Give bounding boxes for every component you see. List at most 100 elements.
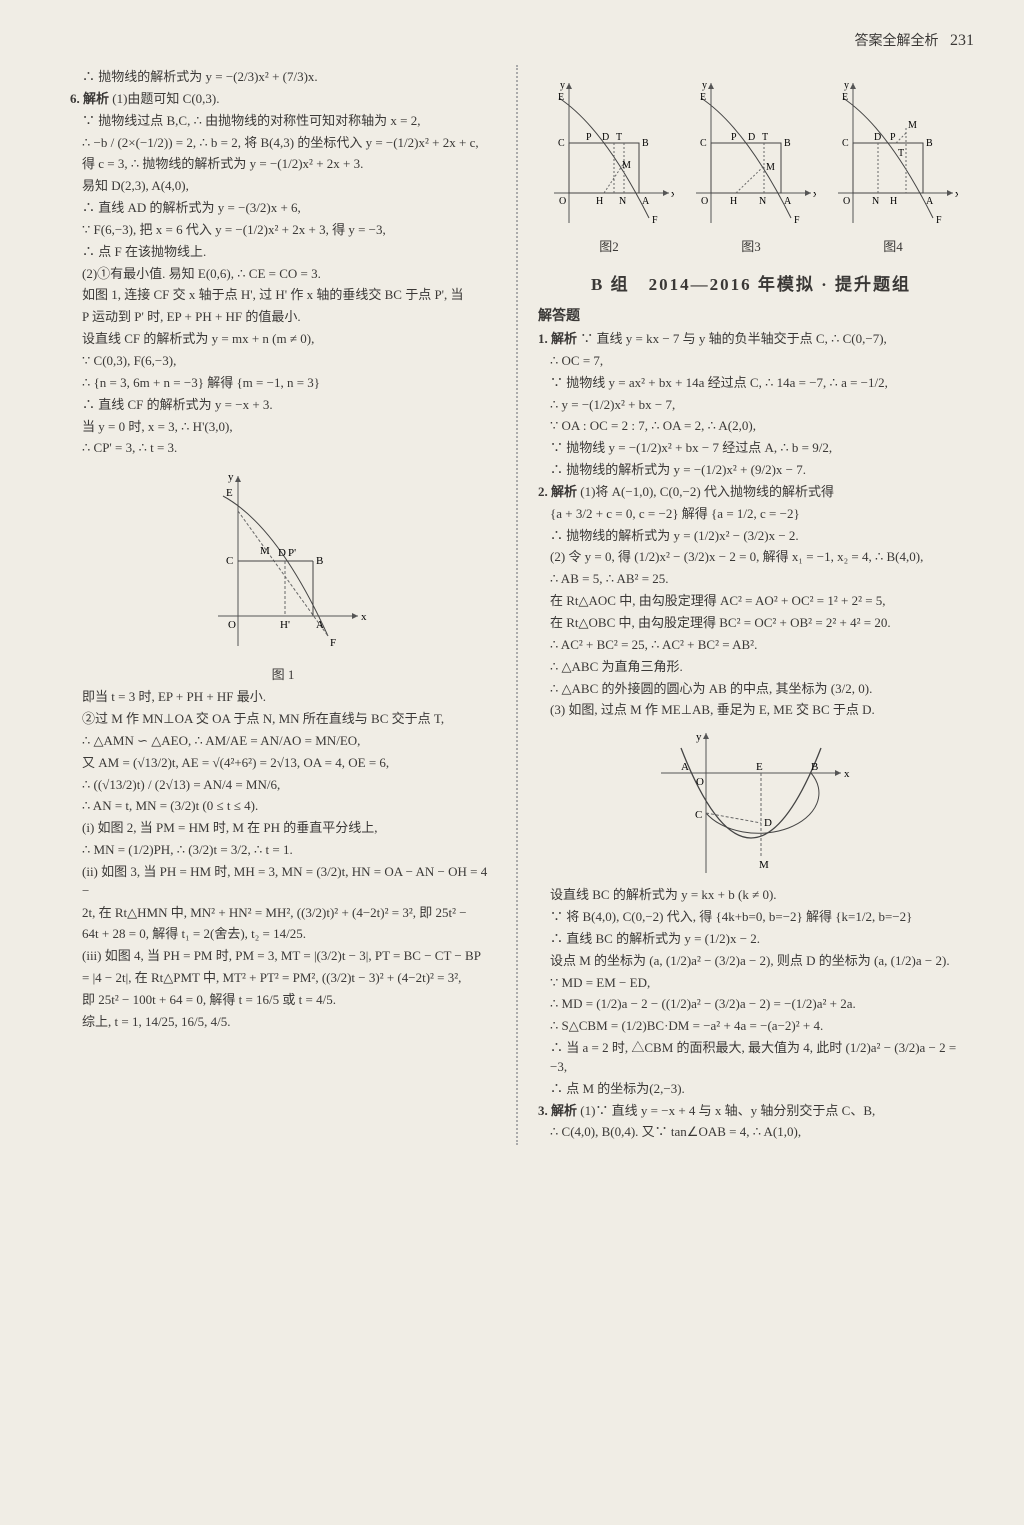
svg-text:H: H (890, 196, 897, 207)
text-line: 即当 t = 3 时, EP + PH + HF 最小. (70, 688, 496, 707)
text-line: ∴ 抛物线的解析式为 y = (1/2)x² − (3/2)x − 2. (538, 527, 964, 546)
q2-tag: 解析 (551, 484, 577, 499)
section-title: 解答题 (538, 305, 964, 325)
text-line: 易知 D(2,3), A(4,0), (70, 177, 496, 196)
svg-text:x: x (813, 189, 816, 200)
svg-text:y: y (696, 731, 702, 743)
text-line: ∴ 当 a = 2 时, △CBM 的面积最大, 最大值为 4, 此时 (1/2… (538, 1039, 964, 1077)
svg-text:P': P' (288, 547, 296, 559)
fig4-label: 图4 (822, 236, 964, 255)
text-line: ∵ MD = EM − ED, (538, 974, 964, 993)
svg-text:N: N (872, 196, 879, 207)
text-line: ∴ 直线 AD 的解析式为 y = −(3/2)x + 6, (70, 199, 496, 218)
text-line: ∴ 点 M 的坐标为(2,−3). (538, 1080, 964, 1099)
figure-3: x y E C P D T B M O H (686, 78, 816, 228)
q6-num: 6. (70, 91, 80, 106)
svg-text:B: B (811, 761, 818, 773)
fig2-wrap: x y E C P D T B M O (538, 70, 680, 260)
svg-text:E: E (756, 761, 763, 773)
svg-text:B: B (642, 138, 649, 149)
text-line: (i) 如图 2, 当 PM = HM 时, M 在 PH 的垂直平分线上, (70, 819, 496, 838)
text-line: ∴ ((√13/2)t) / (2√13) = AN/4 = MN/6, (70, 776, 496, 795)
svg-text:N: N (759, 196, 766, 207)
text-line: ∴ AC² + BC² = 25, ∴ AC² + BC² = AB². (538, 636, 964, 655)
text: (1)∵ 直线 y = −x + 4 与 x 轴、y 轴分别交于点 C、B, (580, 1103, 875, 1118)
figure-4: x y E C D P B M T O (828, 78, 958, 228)
svg-text:A: A (316, 619, 324, 631)
fig2-label: 图2 (538, 236, 680, 255)
svg-text:y: y (560, 80, 565, 91)
figs-row: x y E C P D T B M O (538, 70, 964, 260)
svg-text:D: D (764, 817, 772, 829)
text-line: P 运动到 P' 时, EP + PH + HF 的值最小. (70, 308, 496, 327)
svg-text:F: F (330, 637, 336, 649)
text-line: 即 25t² − 100t + 64 = 0, 解得 t = 16/5 或 t … (70, 991, 496, 1010)
svg-text:O: O (559, 196, 566, 207)
svg-text:P: P (731, 132, 737, 143)
text-line: 又 AM = (√13/2)t, AE = √(4²+6²) = 2√13, O… (70, 754, 496, 773)
svg-text:B: B (784, 138, 791, 149)
text-line: ∴ S△CBM = (1/2)BC·DM = −a² + 4a = −(a−2)… (538, 1017, 964, 1036)
svg-text:E: E (226, 487, 233, 499)
text-line: ∴ {n = 3, 6m + n = −3} 解得 {m = −1, n = 3… (70, 374, 496, 393)
figure-parabola: x y A O E B D C M (651, 728, 851, 878)
text-line: ∴ △ABC 为直角三角形. (538, 658, 964, 677)
text-line: (iii) 如图 4, 当 PH = PM 时, PM = 3, MT = |(… (70, 947, 496, 966)
text-line: 当 y = 0 时, x = 3, ∴ H'(3,0), (70, 418, 496, 437)
text: (1)将 A(−1,0), C(0,−2) 代入抛物线的解析式得 (580, 484, 834, 499)
text-line: ②过 M 作 MN⊥OA 交 OA 于点 N, MN 所在直线与 BC 交于点 … (70, 710, 496, 729)
q6-tag: 解析 (83, 91, 109, 106)
text-line: (2)①有最小值. 易知 E(0,6), ∴ CE = CO = 3. (70, 265, 496, 284)
svg-text:B: B (316, 555, 323, 567)
text-line: 设直线 CF 的解析式为 y = mx + n (m ≠ 0), (70, 330, 496, 349)
svg-text:H: H (730, 196, 737, 207)
svg-text:A: A (784, 196, 792, 207)
text-line: ∵ 将 B(4,0), C(0,−2) 代入, 得 {4k+b=0, b=−2}… (538, 908, 964, 927)
svg-text:C: C (695, 809, 702, 821)
text-line: ∵ 抛物线 y = −(1/2)x² + bx − 7 经过点 A, ∴ b =… (538, 439, 964, 458)
svg-text:F: F (936, 215, 942, 226)
svg-text:O: O (696, 776, 704, 788)
text-line: 64t + 28 = 0, 解得 t₁ = 2(舍去), t₂ = 14/25. (70, 925, 496, 944)
svg-text:y: y (844, 80, 849, 91)
svg-text:H': H' (280, 619, 290, 631)
svg-text:T: T (898, 148, 904, 159)
text: (1)由题可知 C(0,3). (112, 91, 219, 106)
svg-text:D: D (278, 547, 286, 559)
q1-num: 1. (538, 331, 548, 346)
text-line: 在 Rt△AOC 中, 由勾股定理得 AC² = AO² + OC² = 1² … (538, 592, 964, 611)
q6-line: 6. 解析 (1)由题可知 C(0,3). (70, 90, 496, 109)
svg-text:O: O (228, 619, 236, 631)
svg-text:A: A (681, 761, 689, 773)
text-line: ∵ 抛物线 y = ax² + bx + 14a 经过点 C, ∴ 14a = … (538, 374, 964, 393)
text-line: (3) 如图, 过点 M 作 ME⊥AB, 垂足为 E, ME 交 BC 于点 … (538, 701, 964, 720)
columns: ∴ 抛物线的解析式为 y = −(2/3)x² + (7/3)x. 6. 解析 … (60, 65, 974, 1145)
q2-line: 2. 解析 (1)将 A(−1,0), C(0,−2) 代入抛物线的解析式得 (538, 483, 964, 502)
svg-text:y: y (702, 80, 707, 91)
text-line: ∴ △AMN ∽ △AEO, ∴ AM/AE = AN/AO = MN/EO, (70, 732, 496, 751)
svg-text:P: P (890, 132, 896, 143)
right-column: x y E C P D T B M O (518, 65, 974, 1145)
svg-text:E: E (700, 92, 706, 103)
svg-text:B: B (926, 138, 933, 149)
svg-text:y: y (228, 471, 234, 483)
text-line: 2t, 在 Rt△HMN 中, MN² + HN² = MH², ((3/2)t… (70, 904, 496, 923)
svg-text:M: M (622, 160, 631, 171)
text-line: 得 c = 3, ∴ 抛物线的解析式为 y = −(1/2)x² + 2x + … (70, 155, 496, 174)
q3-num: 3. (538, 1103, 548, 1118)
text-line: ∵ OA : OC = 2 : 7, ∴ OA = 2, ∴ A(2,0), (538, 417, 964, 436)
text-line: ∴ 抛物线的解析式为 y = −(1/2)x² + (9/2)x − 7. (538, 461, 964, 480)
q1-line: 1. 解析 ∵ 直线 y = kx − 7 与 y 轴的负半轴交于点 C, ∴ … (538, 330, 964, 349)
text-line: ∴ 直线 CF 的解析式为 y = −x + 3. (70, 396, 496, 415)
text-line: ∴ 抛物线的解析式为 y = −(2/3)x² + (7/3)x. (70, 68, 496, 87)
fig3-label: 图3 (680, 236, 822, 255)
text-line: ∴ −b / (2×(−1/2)) = 2, ∴ b = 2, 将 B(4,3)… (70, 134, 496, 153)
text-line: = |4 − 2t|, 在 Rt△PMT 中, MT² + PT² = PM²,… (70, 969, 496, 988)
svg-text:M: M (260, 545, 270, 557)
figure-1: x y O E C M D P' B H' A F (198, 466, 368, 656)
text-line: 在 Rt△OBC 中, 由勾股定理得 BC² = OC² + OB² = 2² … (538, 614, 964, 633)
header-title: 答案全解全析 (855, 34, 939, 49)
q1-tag: 解析 (551, 331, 577, 346)
svg-text:M: M (908, 120, 917, 131)
svg-text:D: D (748, 132, 755, 143)
